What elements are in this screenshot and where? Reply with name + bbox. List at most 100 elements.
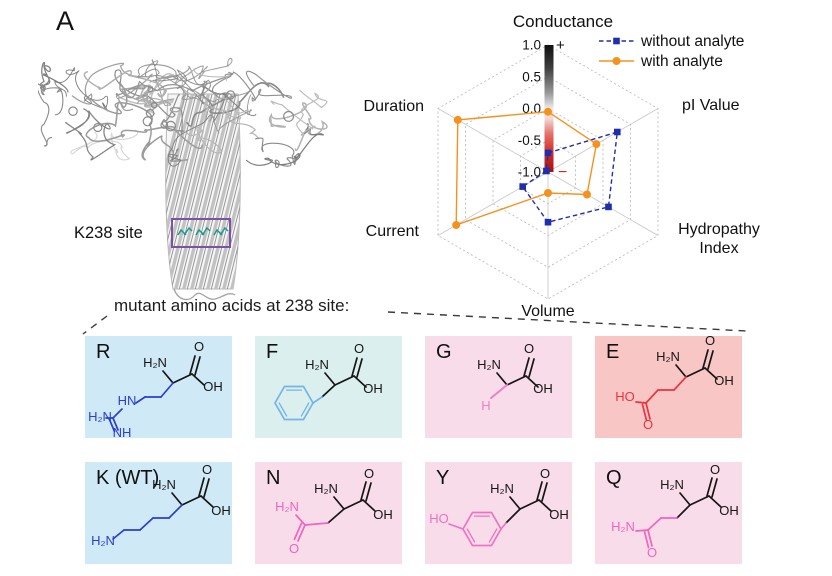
- axis-label-4: Current: [366, 223, 420, 240]
- bond: [528, 358, 535, 378]
- bond: [641, 403, 648, 422]
- bond: [181, 495, 202, 506]
- bond: [353, 375, 367, 388]
- bond: [519, 499, 540, 510]
- atom-label: H₂N: [143, 355, 167, 370]
- protein-structure-illustration: K238 site: [38, 57, 328, 301]
- bond: [673, 376, 687, 391]
- bond: [647, 517, 662, 531]
- radar-legend: without analyte with analyte: [599, 33, 744, 70]
- helix-hint: [147, 86, 154, 93]
- atom-label: OH: [203, 379, 223, 394]
- atom-label: O: [364, 466, 374, 481]
- atom-label: H₂N: [660, 477, 684, 492]
- molecule-structure: H₂N O OH H₂N: [91, 462, 231, 548]
- helix-hint: [150, 101, 158, 109]
- bond: [635, 401, 647, 404]
- atom-label: O: [540, 466, 550, 481]
- bond: [704, 367, 718, 380]
- amino-panel-Y: Y H₂N O OH HO: [425, 462, 572, 564]
- bond: [706, 477, 713, 497]
- bond: [321, 384, 336, 398]
- tick-label: -1.0: [518, 165, 541, 180]
- helix-hint: [283, 110, 295, 122]
- bond: [198, 477, 205, 497]
- atom-label: H₂N: [152, 477, 176, 492]
- amino-panel-E: E H₂N O OH HO O: [595, 336, 742, 438]
- legend-marker-circle: [612, 57, 621, 65]
- atom-label: NH: [113, 425, 132, 438]
- colorbar-minus-label: −: [558, 164, 567, 181]
- amino-panel-N: N H₂N O OH H₂N O: [255, 462, 402, 564]
- bond: [541, 482, 548, 502]
- atom-label: O: [289, 541, 299, 556]
- molecule-structure: H₂N O OH HO O: [615, 336, 734, 432]
- helix-hint: [160, 121, 169, 129]
- bond: [112, 529, 125, 540]
- bond: [488, 528, 498, 543]
- series-with-analyte: [452, 107, 601, 229]
- atom-label: H₂N: [275, 499, 299, 514]
- series-without-analyte: [519, 128, 621, 226]
- atom-label: O: [710, 462, 720, 477]
- residue-dot: [201, 232, 205, 236]
- bond: [351, 357, 358, 377]
- amino-panel-letter: G: [436, 341, 452, 363]
- bond: [365, 482, 372, 502]
- bond: [362, 499, 376, 512]
- amino-panel-R: R H₂N O OH HN H₂N NH: [85, 336, 232, 438]
- radar-gridline: [520, 139, 576, 205]
- data-point-square: [544, 218, 552, 226]
- k238-site-box: [171, 218, 231, 248]
- data-point-circle: [592, 140, 601, 149]
- residue-dot: [183, 232, 187, 236]
- bond: [343, 499, 364, 510]
- amino-panel-Q: Q H₂N O OH H₂N O: [595, 462, 742, 564]
- molecule-structure: H₂N O OH H₂N O: [275, 466, 393, 556]
- bond: [139, 517, 154, 531]
- bond: [536, 481, 543, 501]
- molecule-structure: H₂N O OH HO: [429, 466, 569, 547]
- amino-panel-letter: N: [266, 467, 281, 489]
- helix-hint: [165, 120, 176, 132]
- bond: [685, 367, 706, 378]
- atom-label: O: [705, 336, 715, 348]
- helix-hint: [93, 122, 103, 133]
- data-point-square: [543, 167, 550, 175]
- bond: [505, 508, 521, 524]
- atom-label: H₂N: [314, 481, 338, 496]
- bond: [324, 372, 336, 386]
- bond: [333, 496, 345, 510]
- beta-barrel: [165, 93, 241, 301]
- bond: [490, 384, 508, 399]
- axis-label-hydropathy-1: Hydropathy: [678, 221, 760, 238]
- radar-gridline: [437, 44, 659, 300]
- bond: [645, 389, 659, 404]
- bond: [135, 396, 146, 404]
- bond: [304, 522, 329, 526]
- bond: [203, 478, 210, 498]
- atom-label: OH: [373, 507, 393, 522]
- bond: [327, 508, 345, 524]
- bond: [360, 481, 367, 501]
- atom-label: OH: [714, 373, 734, 388]
- radar-gridline: [465, 76, 631, 268]
- atom-label: H₂N: [88, 409, 112, 424]
- atom-label: OH: [363, 381, 383, 396]
- bond: [506, 375, 527, 386]
- bond: [525, 375, 539, 388]
- atom-label: HO: [615, 389, 635, 404]
- bond: [462, 511, 502, 547]
- barrel-stripes: [165, 94, 241, 289]
- atom-label: H: [481, 398, 490, 413]
- axis-label-3: Volume: [521, 303, 574, 320]
- bond: [172, 373, 193, 384]
- radar-tick-labels: 1.00.50.0-0.5-1.0: [518, 38, 541, 180]
- bond: [189, 355, 196, 375]
- molecule-structure: H₂N O OH H₂N O: [611, 462, 739, 560]
- bond: [278, 402, 288, 417]
- protein-cap-ribbons: [38, 57, 328, 169]
- bond: [162, 370, 174, 384]
- bond: [112, 417, 119, 431]
- bond: [297, 524, 306, 542]
